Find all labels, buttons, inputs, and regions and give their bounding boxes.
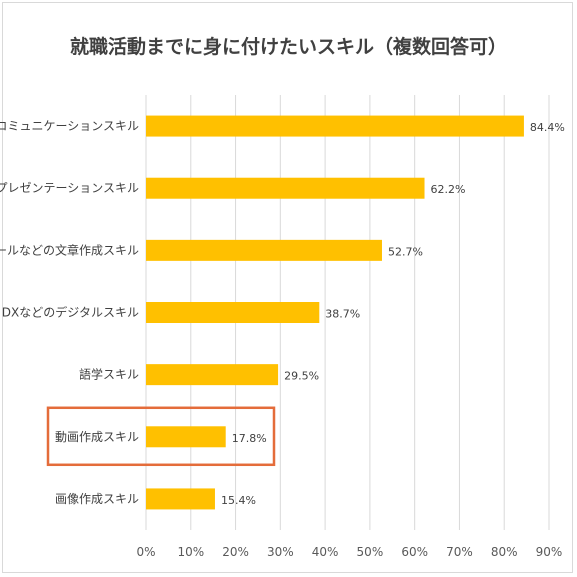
x-tick-label: 70% <box>446 545 473 559</box>
category-label: メールなどの文章作成スキル <box>0 242 139 257</box>
data-label: 84.4% <box>530 121 565 134</box>
category-label: 画像作成スキル <box>55 492 139 506</box>
category-label: プレゼンテーションスキル <box>0 181 139 195</box>
x-tick-label: 90% <box>536 545 563 559</box>
data-label: 17.8% <box>232 432 267 445</box>
data-label: 38.7% <box>325 308 360 321</box>
highlight-box <box>46 406 276 467</box>
x-tick-label: 60% <box>401 545 428 559</box>
x-tick-label: 30% <box>267 545 294 559</box>
bar <box>146 177 425 199</box>
x-tick-label: 50% <box>357 545 384 559</box>
category-label: コミュニケーションスキル <box>0 119 139 133</box>
x-tick-label: 10% <box>177 545 204 559</box>
category-label: 語学スキル <box>79 367 139 382</box>
chart-frame <box>2 2 573 573</box>
data-label: 62.2% <box>431 183 466 196</box>
x-tick-label: 80% <box>491 545 518 559</box>
bar <box>146 302 320 323</box>
bar <box>146 488 215 510</box>
category-label: 動画作成スキル <box>55 430 139 444</box>
labels: 0% 10% 20% 30% 40% 50% 60% 70% 80% 90% コミュニケーションスキ… <box>0 119 565 559</box>
bar <box>146 239 382 261</box>
category-label: IT・DXなどのデジタルスキル <box>0 305 139 320</box>
data-label: 52.7% <box>388 245 423 258</box>
data-label: 15.4% <box>221 494 256 507</box>
data-label: 29.5% <box>284 370 319 383</box>
bar <box>146 426 226 448</box>
x-tick-label: 40% <box>312 545 339 559</box>
bars <box>146 115 524 510</box>
chart-title: 就職活動までに身に付けたいスキル（複数回答可） <box>69 36 507 58</box>
x-tick-label: 0% <box>136 545 155 559</box>
bar <box>146 115 524 137</box>
bar <box>146 364 279 386</box>
x-tick-label: 20% <box>222 545 249 559</box>
